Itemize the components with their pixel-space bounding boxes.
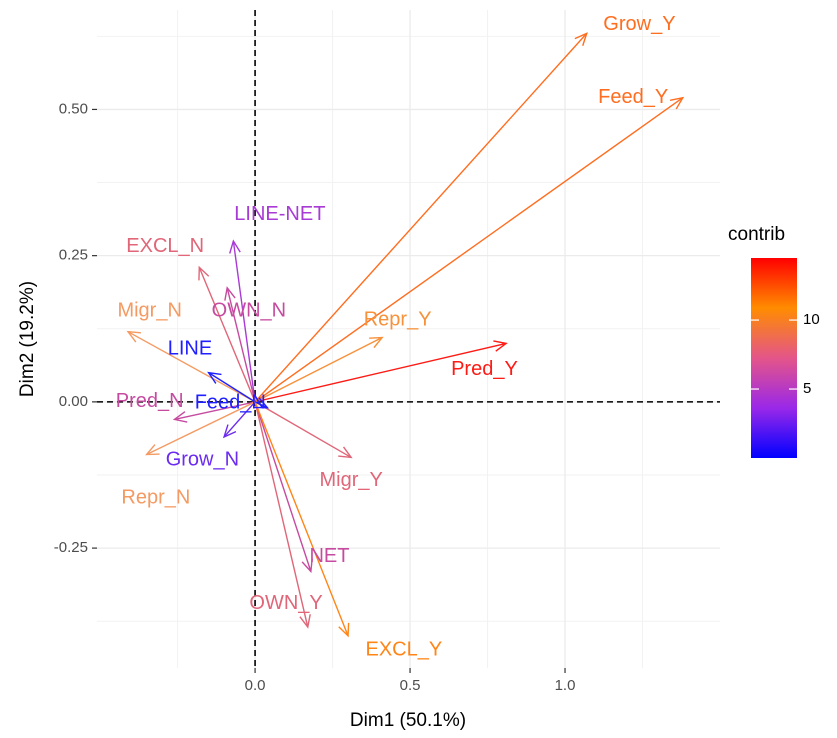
- arrow-head: [222, 424, 237, 439]
- label-excl-n: EXCL_N: [126, 235, 204, 257]
- label-pred-n: Pred_N: [116, 390, 184, 412]
- y-tick-label: 0.50: [59, 100, 88, 117]
- arrow-shaft: [208, 372, 256, 403]
- arrow-head: [207, 371, 222, 384]
- arrow-migr-y: [254, 401, 353, 459]
- label-own-y: OWN_Y: [249, 592, 322, 614]
- arrow-head: [669, 96, 685, 110]
- y-axis-ticks: -0.25 0.00 0.25 0.50: [54, 100, 97, 556]
- label-feed-n: Feed_N: [195, 391, 266, 413]
- arrow-shaft: [174, 401, 256, 421]
- x-tick-label: 1.0: [555, 677, 576, 694]
- arrow-line-net: [229, 239, 256, 402]
- legend-tick-label: 5: [803, 380, 811, 397]
- arrow-migr-n: [126, 330, 256, 403]
- y-tick-label: 0.25: [59, 247, 88, 264]
- x-axis-title: Dim1 (50.1%): [350, 710, 466, 731]
- arrow-shaft: [254, 401, 268, 409]
- label-grow-y: Grow_Y: [603, 13, 675, 35]
- label-repr-y: Repr_Y: [364, 308, 432, 330]
- arrow-pred-y: [254, 340, 508, 403]
- x-tick-label: 0.5: [400, 677, 421, 694]
- legend: contrib 5 10: [728, 224, 820, 458]
- label-migr-n: Migr_N: [117, 299, 181, 321]
- arrow-head: [145, 444, 160, 456]
- arrow-excl-y: [254, 401, 350, 638]
- arrow-shaft: [254, 401, 312, 572]
- y-tick-label: 0.00: [59, 393, 88, 410]
- arrow-feed-n: [254, 397, 270, 409]
- label-line-net: LINE-NET: [234, 203, 325, 225]
- arrow-line: [207, 371, 256, 403]
- arrow-repr-y: [254, 336, 384, 403]
- arrow-net: [254, 401, 313, 574]
- reference-lines: [97, 10, 720, 668]
- arrow-head: [338, 622, 350, 638]
- arrow-grow-y: [254, 32, 588, 403]
- arrow-shaft: [254, 401, 349, 637]
- arrow-excl-n: [198, 265, 256, 403]
- arrow-shaft: [226, 287, 256, 403]
- label-pred-y: Pred_Y: [451, 358, 518, 380]
- label-excl-y: EXCL_Y: [365, 639, 442, 661]
- arrow-shaft: [254, 32, 588, 403]
- arrow-head: [338, 446, 353, 459]
- legend-title: contrib: [728, 224, 785, 245]
- arrow-shaft: [254, 401, 352, 459]
- arrow-shaft: [198, 267, 256, 403]
- arrow-pred-n: [172, 401, 256, 423]
- arrow-repr-n: [145, 401, 256, 456]
- arrow-shaft: [254, 342, 507, 403]
- arrow-head: [229, 239, 241, 254]
- label-net: NET: [309, 545, 349, 567]
- legend-ticks: 5 10: [751, 311, 820, 397]
- arrow-head: [254, 397, 270, 409]
- arrow-head: [493, 340, 508, 352]
- arrow-shaft: [223, 401, 256, 438]
- arrow-shaft: [146, 401, 256, 456]
- grid-minor-lines: [97, 10, 720, 668]
- legend-tick-label: 10: [803, 311, 820, 328]
- arrow-feed-y: [254, 96, 685, 403]
- label-repr-n: Repr_N: [121, 487, 190, 509]
- y-tick-label: -0.25: [54, 539, 88, 556]
- y-axis-title: Dim2 (19.2%): [17, 281, 38, 397]
- arrow-shaft: [232, 240, 256, 402]
- arrow-head: [198, 265, 210, 281]
- label-migr-y: Migr_Y: [319, 469, 382, 491]
- arrow-shaft: [254, 336, 383, 403]
- arrow-head: [299, 614, 311, 629]
- arrow-shaft: [254, 97, 684, 403]
- arrow-shaft: [254, 401, 309, 628]
- arrow-own-n: [224, 286, 256, 403]
- variable-arrows: [126, 32, 685, 638]
- variable-labels: Grow_Y Feed_Y Pred_Y Repr_Y Migr_Y NET OWN_Y EX…: [116, 13, 676, 661]
- plot-panel: [97, 10, 720, 668]
- x-axis-ticks: 0.0 0.5 1.0: [245, 668, 576, 694]
- label-feed-y: Feed_Y: [598, 86, 668, 108]
- arrow-head: [172, 411, 188, 423]
- legend-colorbar: [751, 258, 797, 458]
- arrow-head: [126, 330, 142, 343]
- arrow-own-y: [254, 401, 311, 629]
- arrow-grow-n: [222, 401, 256, 439]
- arrow-head: [224, 286, 236, 301]
- label-line: LINE: [168, 338, 212, 360]
- x-tick-label: 0.0: [245, 677, 266, 694]
- arrow-shaft: [127, 331, 256, 403]
- arrow-head: [369, 336, 384, 349]
- label-grow-n: Grow_N: [166, 449, 239, 471]
- arrow-head: [574, 32, 588, 46]
- arrow-head: [301, 558, 313, 574]
- label-own-n: OWN_N: [212, 299, 286, 321]
